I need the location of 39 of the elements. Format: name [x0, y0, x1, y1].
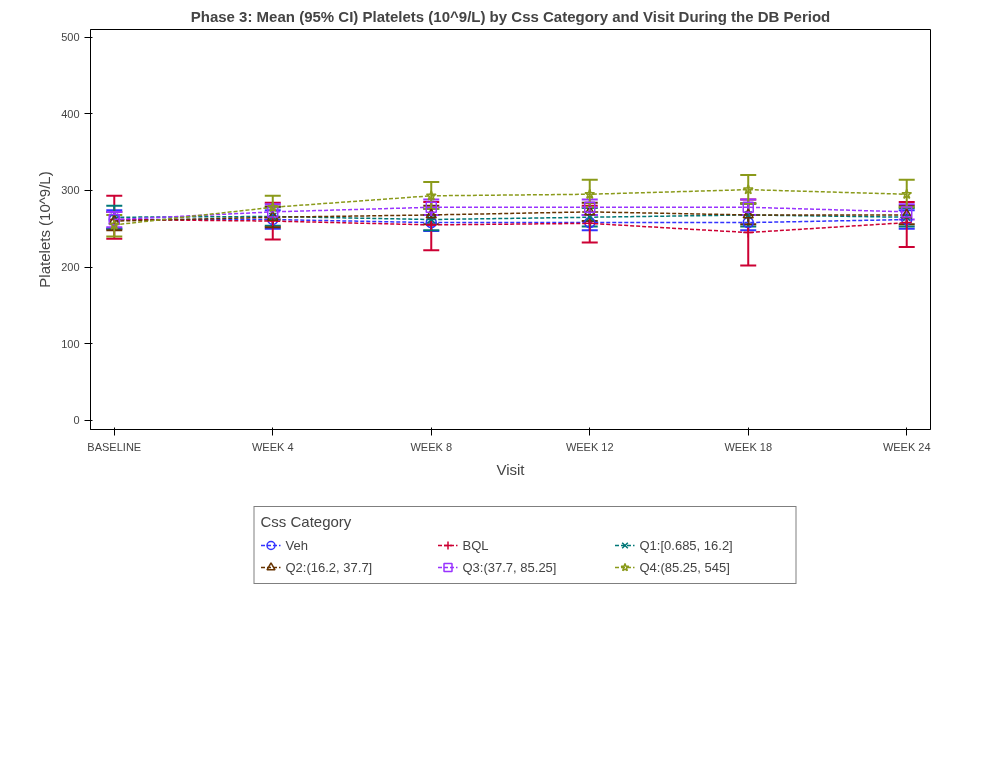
point — [425, 208, 437, 219]
legend-label: Q1:[0.685, 16.2] — [639, 537, 734, 553]
point — [267, 206, 279, 218]
legend-title: Css Category — [260, 513, 353, 530]
legend-label: BQL — [462, 537, 490, 553]
x-tick-label: BASELINE — [87, 440, 142, 453]
x-tick-label: WEEK 12 — [565, 440, 614, 453]
y-tick-label: 0 — [73, 414, 80, 427]
point — [108, 219, 120, 230]
point — [584, 205, 596, 216]
point — [742, 226, 754, 239]
legend-label: Veh — [285, 537, 309, 553]
point — [267, 201, 279, 213]
point — [584, 188, 596, 200]
y-tick-label: 200 — [61, 261, 80, 274]
y-tick-label: 400 — [61, 107, 80, 120]
point — [425, 190, 437, 201]
point — [902, 212, 912, 222]
point — [426, 215, 436, 224]
x-axis-title: Visit — [496, 460, 526, 478]
x-tick-label: WEEK 24 — [882, 440, 931, 453]
legend-label: Q4:(85.25, 545] — [639, 559, 731, 575]
point — [585, 212, 595, 222]
point — [742, 201, 754, 214]
x-tick-label: WEEK 18 — [724, 440, 773, 453]
point — [425, 201, 437, 214]
point — [742, 216, 754, 229]
point — [742, 183, 754, 195]
point — [901, 188, 913, 200]
legend-label: Q2:(16.2, 37.7] — [285, 559, 374, 575]
y-tick-label: 500 — [61, 31, 80, 44]
point — [584, 201, 596, 214]
y-tick-label: 100 — [61, 337, 80, 350]
x-tick-label: WEEK 4 — [251, 440, 294, 453]
y-tick-label: 300 — [61, 184, 80, 197]
y-axis-title: Platelets (10^9/L) — [36, 171, 54, 288]
chart-title: Phase 3: Mean (95% CI) Platelets (10^9/L) by Css Category and Visit During the DB Period — [190, 7, 831, 25]
legend-label: Q3:(37.7, 85.25] — [462, 559, 558, 575]
x-tick-label: WEEK 8 — [410, 440, 453, 453]
